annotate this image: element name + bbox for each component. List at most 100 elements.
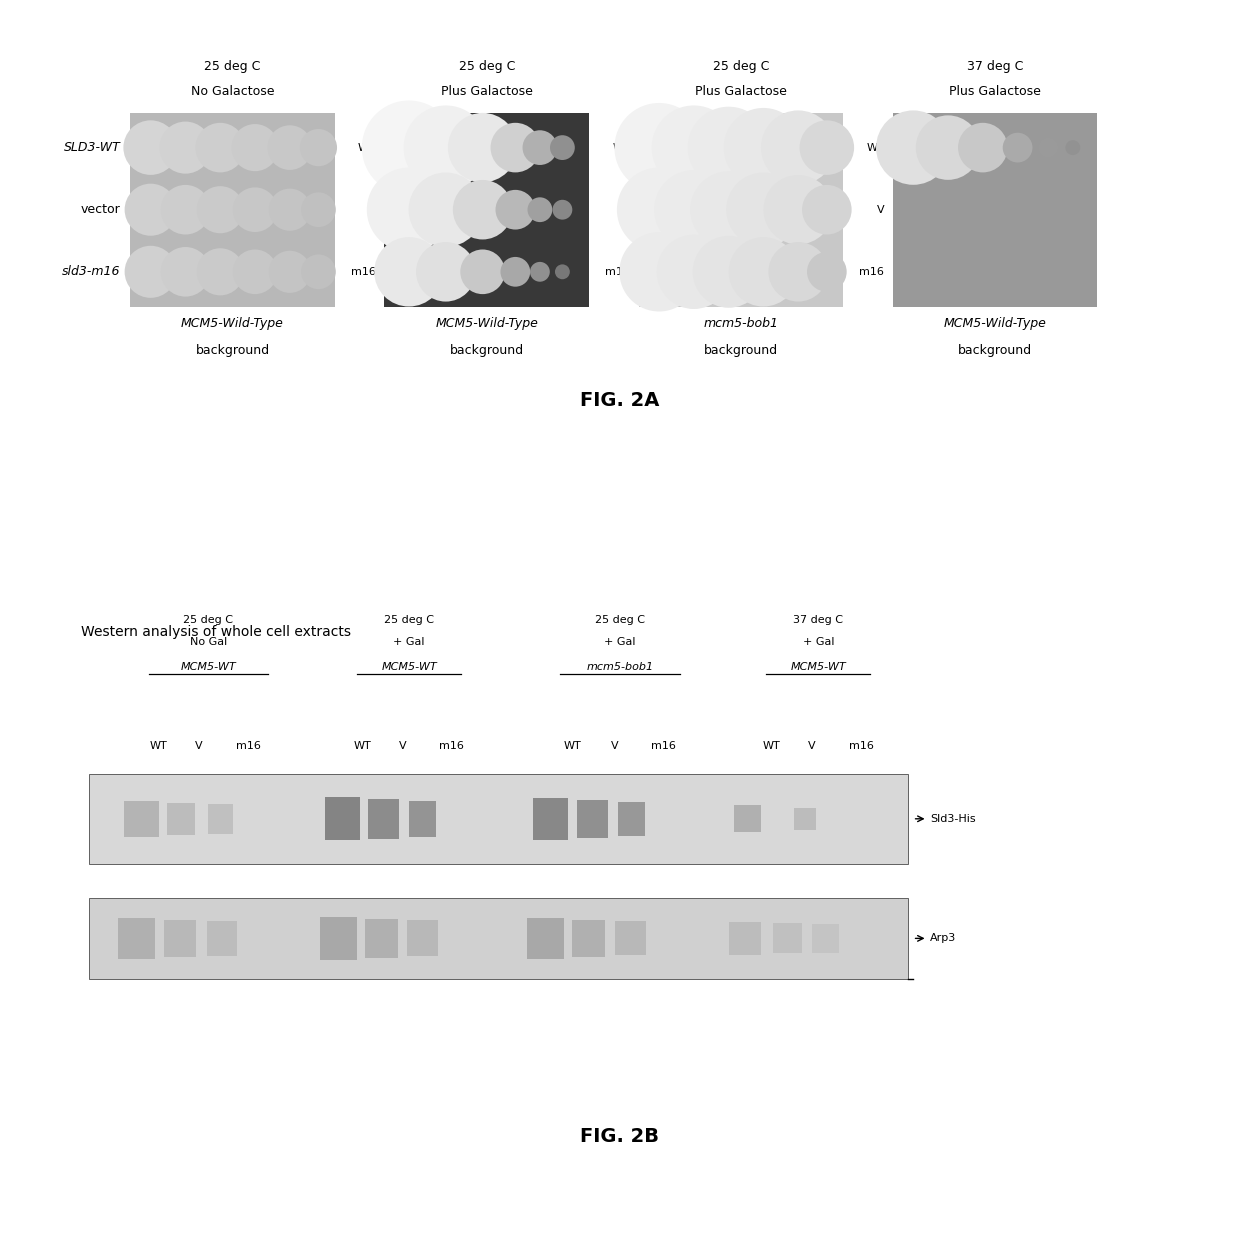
Ellipse shape [657, 234, 732, 309]
Text: 25 deg C: 25 deg C [595, 615, 645, 625]
Bar [639, 113, 843, 307]
Ellipse shape [161, 247, 211, 297]
Text: mcm5-bob1: mcm5-bob1 [587, 662, 653, 672]
Text: m16: m16 [605, 267, 630, 277]
Ellipse shape [408, 173, 482, 247]
Ellipse shape [123, 120, 179, 175]
Ellipse shape [269, 250, 311, 293]
Ellipse shape [448, 113, 517, 183]
Bar [577, 800, 608, 838]
Ellipse shape [124, 245, 176, 298]
Ellipse shape [551, 135, 575, 160]
Text: 37 deg C: 37 deg C [967, 60, 1023, 73]
Ellipse shape [403, 105, 489, 190]
Ellipse shape [1065, 140, 1080, 155]
Text: MCM5-Wild-Type: MCM5-Wild-Type [944, 317, 1047, 329]
Bar [572, 920, 605, 957]
Text: WT: WT [358, 143, 376, 153]
Text: V: V [368, 205, 376, 214]
Ellipse shape [761, 110, 836, 185]
Ellipse shape [522, 130, 557, 165]
Text: V: V [622, 205, 630, 214]
Ellipse shape [460, 249, 505, 294]
Ellipse shape [807, 252, 847, 292]
Ellipse shape [160, 121, 212, 174]
Ellipse shape [693, 235, 765, 308]
Ellipse shape [453, 180, 512, 239]
Bar [124, 801, 159, 836]
Text: Plus Galactose: Plus Galactose [949, 85, 1042, 98]
Ellipse shape [233, 188, 278, 232]
Text: Sld3-His: Sld3-His [930, 814, 976, 824]
Text: Western analysis of whole cell extracts: Western analysis of whole cell extracts [81, 625, 351, 639]
Ellipse shape [197, 187, 244, 233]
Text: MCM5-WT: MCM5-WT [181, 662, 236, 672]
Ellipse shape [655, 170, 734, 249]
Ellipse shape [527, 198, 552, 222]
Bar [618, 801, 645, 836]
Text: MCM5-WT: MCM5-WT [791, 662, 846, 672]
Ellipse shape [802, 185, 852, 234]
Bar [320, 918, 357, 959]
Text: background: background [959, 344, 1032, 357]
Text: 25 deg C: 25 deg C [384, 615, 434, 625]
Bar [89, 898, 908, 979]
Ellipse shape [614, 103, 703, 193]
Ellipse shape [959, 123, 1008, 173]
Text: 25 deg C: 25 deg C [205, 60, 260, 73]
Bar [368, 799, 399, 839]
Text: m16: m16 [849, 741, 874, 751]
Text: WT: WT [353, 741, 371, 751]
Text: No Galactose: No Galactose [191, 85, 274, 98]
Text: MCM5-Wild-Type: MCM5-Wild-Type [435, 317, 538, 329]
Bar [208, 804, 233, 834]
Text: Arp3: Arp3 [930, 934, 956, 943]
Text: background: background [196, 344, 269, 357]
Text: 25 deg C: 25 deg C [459, 60, 515, 73]
Text: V: V [808, 741, 816, 751]
Text: No Gal: No Gal [190, 637, 227, 647]
Text: V: V [611, 741, 619, 751]
Text: WT: WT [867, 143, 884, 153]
Bar [615, 921, 646, 955]
Ellipse shape [1038, 138, 1058, 158]
Bar [384, 113, 589, 307]
Ellipse shape [415, 242, 475, 302]
Ellipse shape [232, 124, 279, 172]
Bar [734, 805, 761, 833]
Ellipse shape [875, 110, 950, 185]
Ellipse shape [916, 115, 981, 180]
Ellipse shape [688, 106, 770, 189]
Bar [164, 920, 196, 957]
Text: + Gal: + Gal [802, 637, 835, 647]
Ellipse shape [556, 264, 570, 279]
Text: mcm5-bob1: mcm5-bob1 [703, 317, 779, 329]
Text: FIG. 2B: FIG. 2B [580, 1127, 660, 1147]
Bar [533, 798, 568, 840]
Ellipse shape [691, 172, 768, 248]
Ellipse shape [362, 100, 456, 195]
Ellipse shape [301, 193, 336, 227]
Bar [207, 921, 237, 955]
Text: WT: WT [564, 741, 582, 751]
Text: WT: WT [763, 741, 780, 751]
Ellipse shape [268, 125, 312, 170]
Bar [893, 113, 1097, 307]
Text: Plus Galactose: Plus Galactose [694, 85, 787, 98]
Bar [365, 919, 398, 958]
Ellipse shape [553, 200, 573, 219]
Ellipse shape [769, 242, 828, 302]
Ellipse shape [161, 185, 211, 234]
Text: Plus Galactose: Plus Galactose [440, 85, 533, 98]
Text: vector: vector [81, 203, 120, 217]
Ellipse shape [764, 175, 833, 244]
Bar [118, 918, 155, 959]
Ellipse shape [724, 108, 804, 188]
Text: V: V [399, 741, 407, 751]
Ellipse shape [800, 120, 854, 175]
Ellipse shape [374, 237, 444, 307]
Text: 37 deg C: 37 deg C [794, 615, 843, 625]
Ellipse shape [618, 168, 701, 252]
Bar [89, 774, 908, 864]
Ellipse shape [300, 129, 337, 167]
